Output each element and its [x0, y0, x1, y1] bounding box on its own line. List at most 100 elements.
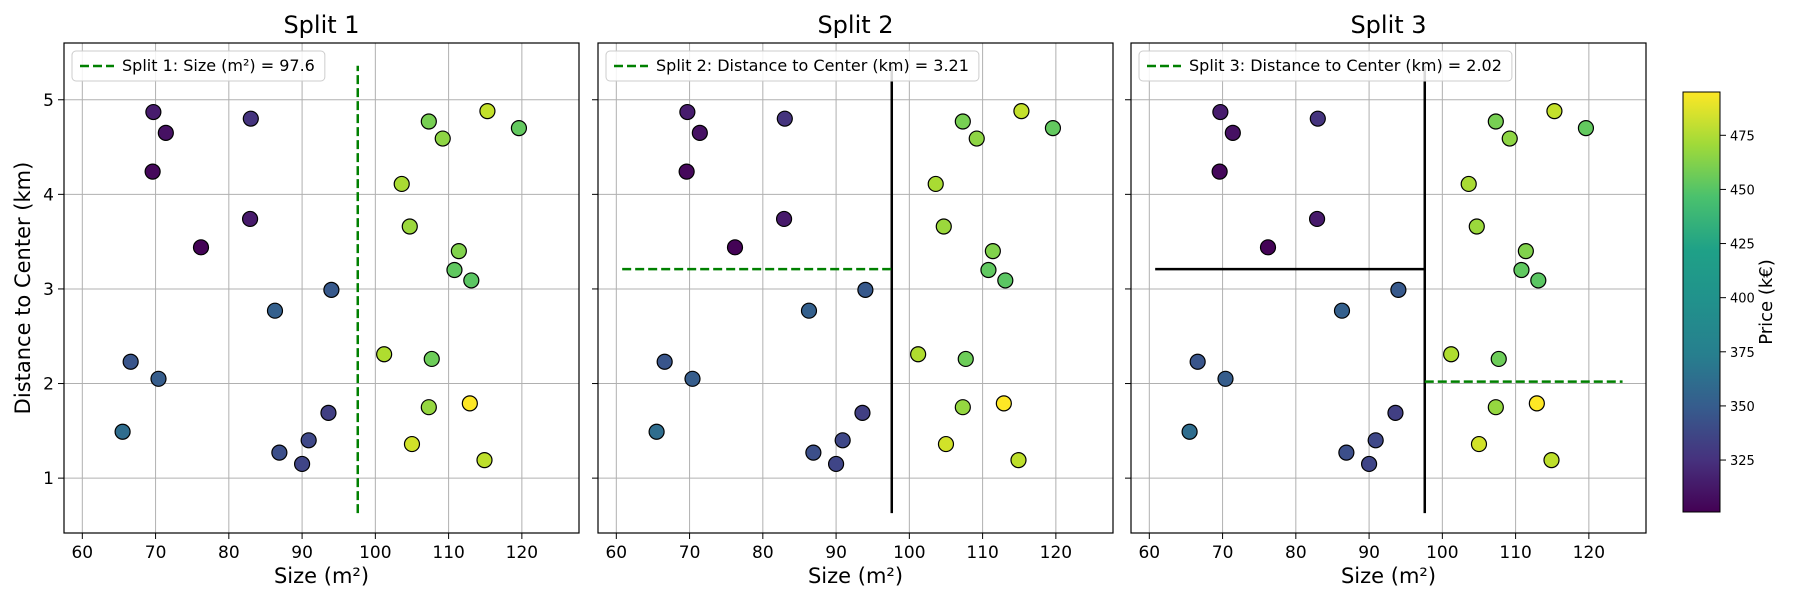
data-point	[1490, 350, 1507, 368]
data-point	[1308, 210, 1326, 228]
data-point	[446, 261, 463, 279]
data-point	[937, 435, 955, 453]
plot-frame	[63, 42, 580, 534]
data-point	[1189, 353, 1206, 370]
legend-label: Split 3: Distance to Center (km) = 2.02	[1189, 56, 1502, 75]
legend: Split 3: Distance to Center (km) = 2.02	[1138, 50, 1513, 82]
data-point	[726, 239, 744, 256]
x-tick-label: 70	[145, 543, 167, 563]
data-point	[1513, 261, 1530, 279]
data-point	[450, 243, 467, 260]
x-tick-label: 80	[218, 543, 240, 563]
data-point	[776, 110, 793, 127]
data-point	[1360, 455, 1378, 473]
data-point	[476, 452, 493, 469]
colorbar-gradient	[1682, 91, 1721, 513]
data-point	[423, 350, 440, 368]
x-tick-label: 120	[506, 543, 538, 563]
panels-group: 60 70 80 90 100 110 120 1 2 3 4 5 Split 1: Size (m²)…	[11, 11, 1647, 588]
data-point	[775, 210, 793, 228]
data-point	[144, 163, 161, 180]
data-point	[320, 404, 337, 421]
data-point	[150, 370, 167, 387]
legend-box	[71, 50, 326, 82]
data-point	[805, 444, 822, 461]
data-point	[980, 261, 997, 279]
data-point	[461, 395, 478, 412]
data-point	[1546, 103, 1563, 120]
y-axis-label: Distance to Center (km)	[11, 162, 35, 415]
data-point	[927, 175, 944, 193]
data-point	[834, 432, 851, 449]
x-tick-label: 80	[1285, 543, 1307, 563]
x-tick-label: 90	[825, 543, 847, 563]
data-point	[376, 346, 393, 363]
data-point	[957, 350, 974, 368]
data-point	[145, 103, 162, 121]
x-tick-label: 100	[893, 543, 925, 563]
colorbar-label: Price (k€)	[1756, 259, 1777, 345]
data-point	[241, 210, 259, 228]
x-tick-label: 90	[291, 543, 313, 563]
data-point	[1212, 103, 1229, 121]
data-point	[995, 395, 1012, 412]
data-point	[1517, 243, 1534, 260]
colorbar-tick-label: 350	[1730, 400, 1755, 415]
data-point	[114, 423, 131, 440]
x-tick-label: 80	[752, 543, 774, 563]
colorbar-tick-label: 400	[1730, 292, 1755, 307]
colorbar-tick-label: 450	[1730, 183, 1755, 198]
data-point	[293, 455, 311, 473]
data-point	[323, 281, 340, 298]
x-tick-label: 110	[1499, 543, 1531, 563]
x-axis-label: Size (m²)	[274, 564, 369, 588]
data-point	[1501, 130, 1518, 147]
y-tick-label: 2	[43, 375, 54, 395]
data-point	[1530, 272, 1547, 289]
data-point	[157, 124, 174, 141]
legend-box	[1138, 50, 1513, 82]
panel-2: 60 70 80 90 100 110 120 Split 2: Distance to Ce…	[592, 11, 1114, 588]
colorbar-tick-label: 375	[1730, 346, 1755, 361]
data-point	[684, 370, 701, 387]
panel-3: 60 70 80 90 100 110 120 Split 3: Distance to Ce…	[1125, 11, 1647, 588]
legend-label: Split 1: Size (m²) = 97.6	[122, 56, 315, 75]
data-point	[393, 175, 410, 193]
x-tick-label: 90	[1358, 543, 1380, 563]
data-point	[401, 218, 418, 235]
y-tick-label: 3	[43, 280, 54, 300]
panel-1: 60 70 80 90 100 110 120 1 2 3 4 5 Split 1: Size (m²)…	[11, 11, 580, 588]
data-point	[1470, 435, 1488, 453]
data-point	[1487, 399, 1504, 416]
data-point	[463, 272, 480, 289]
colorbar-ticks: 325 350 375 400 425 450 475	[1720, 129, 1755, 469]
data-point	[266, 302, 284, 319]
colorbar-tick-label: 325	[1730, 454, 1755, 469]
data-point	[510, 120, 528, 137]
data-point	[300, 432, 317, 449]
colorbar: 325 350 375 400 425 450 475 Price (k€)	[1682, 91, 1777, 513]
data-point	[1211, 163, 1228, 180]
data-point	[1224, 124, 1241, 141]
data-point	[434, 130, 451, 147]
data-point	[1367, 432, 1384, 449]
legend: Split 1: Size (m²) = 97.6	[71, 50, 326, 82]
panel-title: Split 3	[1350, 11, 1426, 39]
data-point	[679, 103, 696, 121]
x-tick-label: 120	[1573, 543, 1605, 563]
data-point	[854, 404, 871, 421]
y-tick-label: 5	[43, 91, 54, 111]
data-point	[827, 455, 845, 473]
data-point	[1010, 452, 1027, 469]
x-tick-label: 110	[966, 543, 998, 563]
data-point	[1259, 239, 1277, 256]
x-tick-label: 110	[432, 543, 464, 563]
y-tick-label: 1	[43, 469, 54, 489]
data-point	[935, 218, 952, 235]
legend-label: Split 2: Distance to Center (km) = 3.21	[656, 56, 969, 75]
x-tick-label: 70	[679, 543, 701, 563]
data-point	[242, 110, 259, 127]
data-point	[1217, 370, 1234, 387]
data-point	[656, 353, 673, 370]
data-point	[192, 239, 210, 256]
